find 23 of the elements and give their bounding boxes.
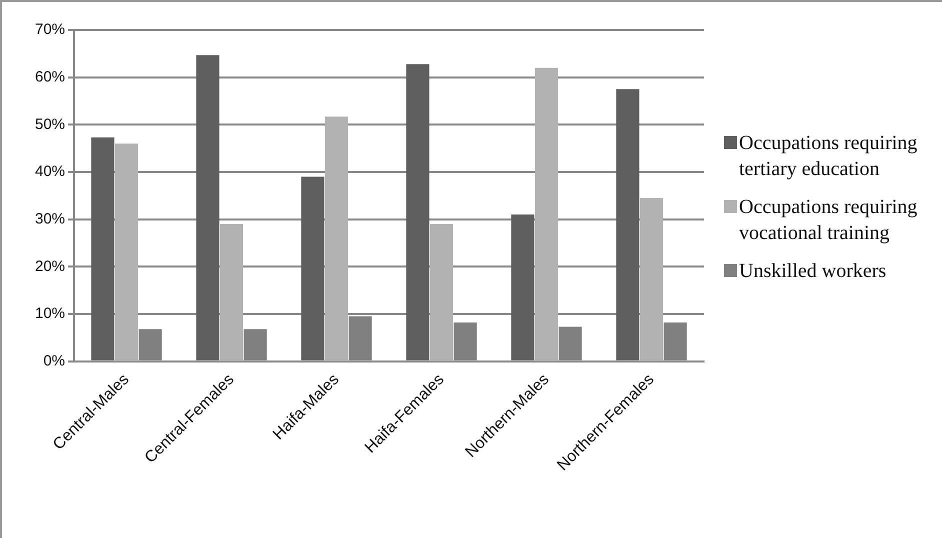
bar — [640, 198, 664, 360]
y-tick-label: 20% — [34, 258, 66, 275]
bar — [114, 144, 138, 360]
bar — [534, 68, 558, 360]
legend-label: Occupations requiring vocational training — [739, 195, 918, 246]
bar — [511, 214, 534, 360]
y-tick-label: 50% — [34, 116, 66, 133]
bar — [196, 55, 220, 360]
legend-label: Unskilled workers — [739, 259, 886, 284]
bar — [301, 176, 324, 360]
y-tick-label: 60% — [34, 68, 66, 86]
y-tick-label: 70% — [34, 21, 66, 38]
y-tick-label: 0% — [43, 352, 66, 370]
y-tick-label: 30% — [34, 210, 66, 228]
bar — [91, 137, 114, 360]
legend-label: Occupations requiring tertiary education — [739, 131, 918, 182]
bar — [430, 224, 454, 360]
bar — [616, 89, 640, 360]
y-tick-label: 40% — [34, 163, 66, 180]
y-tick-label: 10% — [34, 305, 66, 322]
bar — [324, 116, 348, 360]
bar — [406, 64, 430, 360]
bar — [220, 224, 244, 360]
